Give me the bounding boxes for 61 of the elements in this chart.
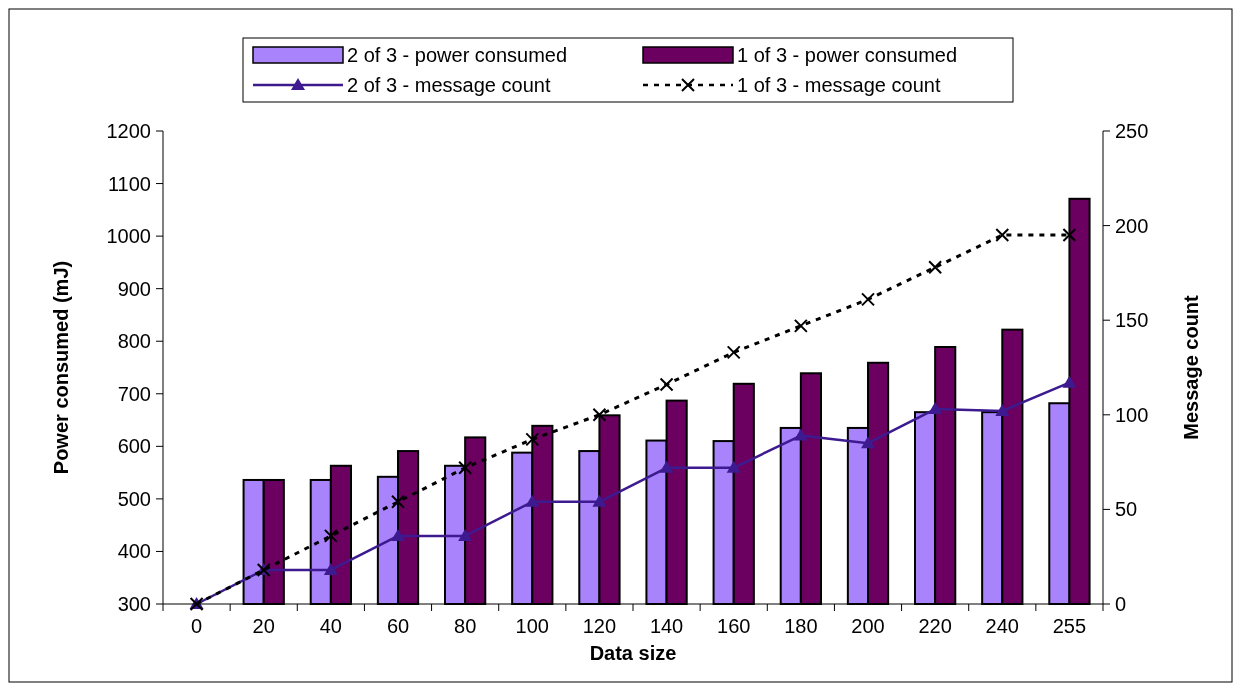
point — [525, 494, 540, 507]
point — [1062, 375, 1077, 388]
x-axis-title: Data size — [589, 642, 677, 664]
x-tick-label: 180 — [784, 615, 818, 637]
y-tick-label: 600 — [117, 435, 151, 458]
point — [323, 562, 338, 575]
point — [659, 460, 674, 473]
point — [592, 494, 607, 507]
y2-tick-label: 250 — [1115, 120, 1149, 142]
y2-axis-title: Message count — [1180, 294, 1202, 440]
y-tick-label: 500 — [117, 487, 151, 510]
point — [928, 260, 943, 275]
x-tick-label: 220 — [918, 615, 952, 637]
point — [726, 345, 741, 360]
x-tick-label: 0 — [191, 615, 203, 637]
x-tick-label: 40 — [319, 615, 342, 637]
x-tick-label: 200 — [851, 615, 885, 637]
point — [726, 460, 741, 473]
legend-label: 1 of 3 - message count — [737, 74, 941, 96]
point — [995, 404, 1010, 417]
x-tick-label: 255 — [1052, 615, 1087, 637]
y-axis-title: Power consumed (mJ) — [50, 260, 72, 475]
y-tick-label: 1000 — [106, 225, 151, 248]
y-tick-label: 800 — [117, 330, 151, 353]
point — [525, 432, 540, 447]
y2-tick-label: 150 — [1115, 309, 1149, 332]
y2-tick-label: 200 — [1115, 214, 1149, 237]
y2-tick-label: 0 — [1115, 593, 1127, 615]
point — [793, 318, 808, 333]
point — [391, 494, 405, 509]
x-tick-label: 240 — [985, 615, 1019, 637]
point — [659, 377, 674, 392]
y2-tick-label: 100 — [1115, 403, 1149, 426]
x-tick-label: 80 — [454, 615, 477, 637]
x-tick-label: 120 — [582, 615, 617, 637]
x-tick-label: 100 — [515, 615, 549, 637]
x-tick-label: 20 — [252, 615, 275, 637]
point — [458, 460, 473, 475]
point — [323, 528, 338, 543]
y-tick-label: 700 — [117, 382, 151, 405]
y-tick-label: 300 — [117, 593, 151, 615]
y-tick-label: 400 — [117, 540, 151, 563]
y-tick-label: 900 — [117, 277, 151, 300]
x-tick-label: 160 — [717, 615, 751, 637]
x-tick-label: 60 — [386, 615, 410, 637]
x-tick-label: 140 — [649, 615, 684, 637]
y-tick-label: 1100 — [107, 172, 151, 195]
point — [928, 402, 943, 415]
point — [391, 528, 405, 541]
legend-label: 2 of 3 - message count — [347, 74, 551, 96]
point — [861, 292, 875, 307]
point — [995, 228, 1010, 243]
y-tick-label: 1200 — [106, 120, 151, 142]
point — [458, 528, 473, 541]
point — [861, 436, 875, 449]
legend-label: 2 of 3 - power consumed — [347, 44, 568, 66]
point — [793, 428, 808, 441]
legend-label: 1 of 3 - power consumed — [737, 44, 958, 66]
y2-tick-label: 50 — [1115, 498, 1138, 521]
point — [592, 407, 607, 422]
point — [1062, 228, 1077, 243]
